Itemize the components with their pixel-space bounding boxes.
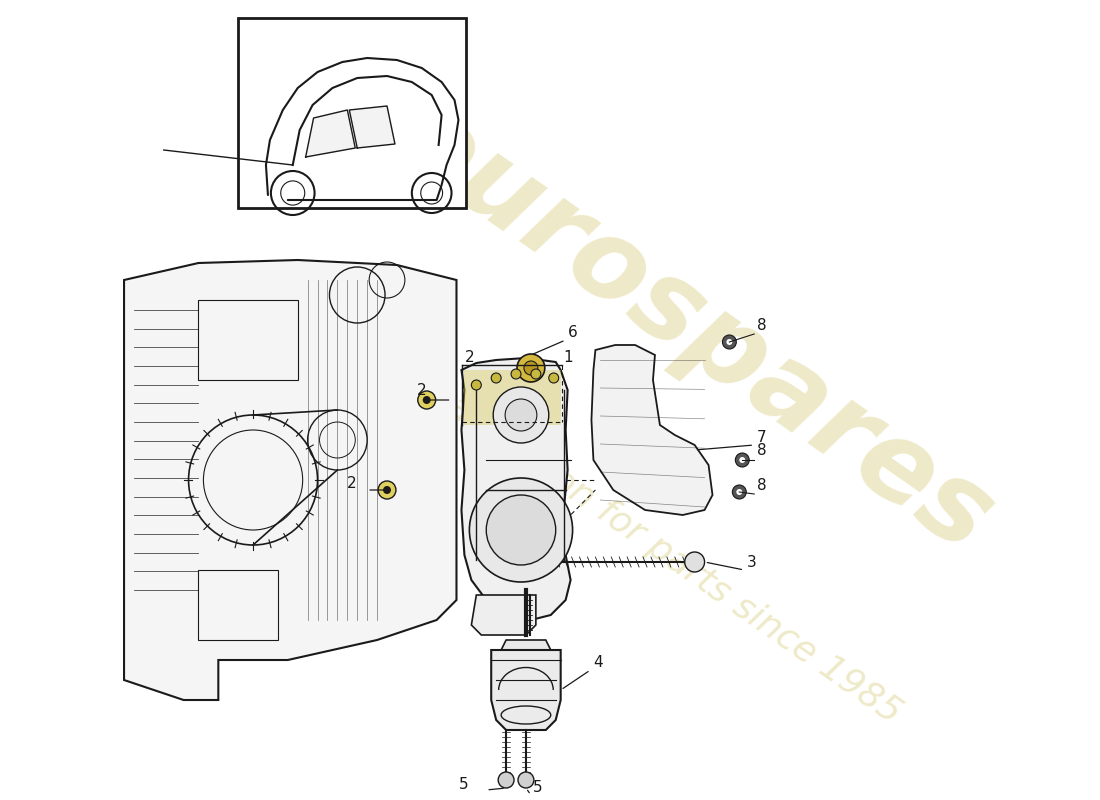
Bar	[198, 570, 278, 640]
Text: 7: 7	[757, 430, 767, 445]
Circle shape	[422, 396, 431, 404]
Text: 2: 2	[348, 476, 356, 491]
Text: 5: 5	[532, 780, 542, 795]
Polygon shape	[124, 260, 456, 700]
Bar	[198, 300, 298, 380]
Bar	[239, 18, 466, 208]
Bar	[464, 370, 561, 425]
Circle shape	[684, 552, 705, 572]
Text: 3: 3	[747, 555, 757, 570]
Text: 5: 5	[459, 777, 469, 792]
Circle shape	[492, 373, 502, 383]
Polygon shape	[502, 640, 551, 650]
Text: 2: 2	[417, 383, 427, 398]
Text: 8: 8	[757, 318, 767, 333]
Polygon shape	[461, 358, 571, 620]
Circle shape	[517, 354, 544, 382]
Text: a passion for parts since 1985: a passion for parts since 1985	[441, 390, 909, 730]
Circle shape	[733, 485, 746, 499]
Circle shape	[736, 489, 743, 495]
Text: 8: 8	[757, 478, 767, 493]
Circle shape	[383, 486, 390, 494]
Text: 8: 8	[757, 443, 767, 458]
Circle shape	[739, 457, 746, 463]
Circle shape	[472, 380, 482, 390]
Text: 2: 2	[464, 350, 474, 365]
Circle shape	[512, 369, 521, 379]
Circle shape	[726, 339, 733, 345]
Polygon shape	[592, 345, 713, 515]
Circle shape	[418, 391, 436, 409]
Text: 1: 1	[563, 350, 573, 365]
Circle shape	[498, 772, 514, 788]
Circle shape	[518, 772, 534, 788]
Circle shape	[493, 387, 549, 443]
Circle shape	[505, 399, 537, 431]
Circle shape	[524, 361, 538, 375]
Polygon shape	[306, 110, 355, 157]
Circle shape	[486, 495, 556, 565]
Circle shape	[470, 478, 573, 582]
Circle shape	[549, 373, 559, 383]
Polygon shape	[492, 650, 561, 730]
Text: 6: 6	[568, 325, 578, 340]
Circle shape	[378, 481, 396, 499]
Circle shape	[723, 335, 736, 349]
Text: 4: 4	[593, 655, 603, 670]
Text: eurospares: eurospares	[376, 85, 1013, 575]
Polygon shape	[472, 595, 536, 635]
Circle shape	[531, 369, 541, 379]
Polygon shape	[350, 106, 395, 148]
Circle shape	[735, 453, 749, 467]
